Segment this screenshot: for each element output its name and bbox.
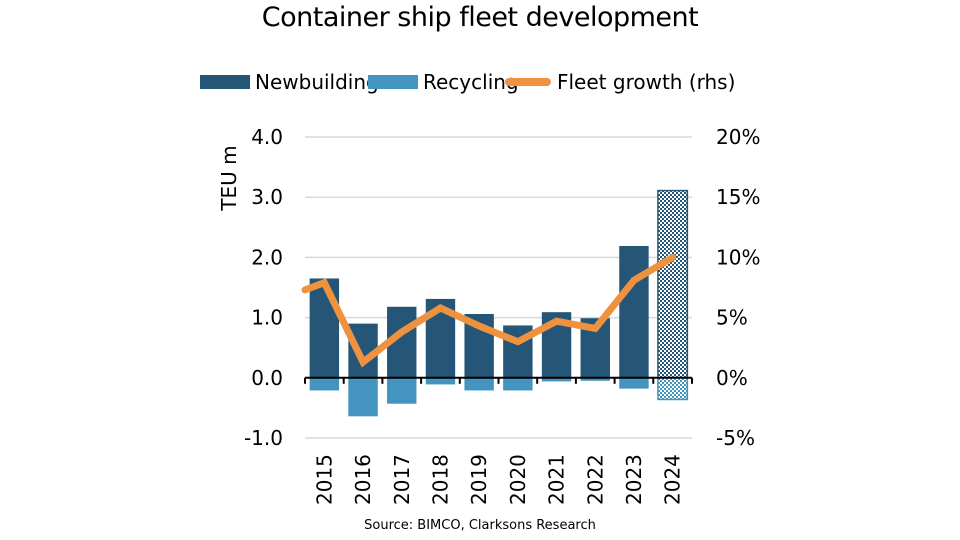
bar-recycling-2016 — [348, 377, 378, 417]
x-tick-label: 2018 — [428, 454, 452, 505]
x-tick-label: 2020 — [506, 454, 530, 505]
bar-recycling-2021 — [541, 377, 572, 382]
y2-tick-label: 0% — [716, 366, 748, 390]
bar-recycling-2020 — [503, 377, 533, 391]
legend-swatch-recycling — [368, 75, 418, 89]
legend-item-fleet-growth: Fleet growth (rhs) — [505, 69, 735, 95]
x-tick-label: 2022 — [583, 454, 607, 505]
x-tick-label: 2015 — [312, 454, 336, 505]
chart-source: Source: BIMCO, Clarksons Research — [364, 518, 596, 533]
legend-item-newbuilding: Newbuilding — [200, 69, 379, 95]
legend-label-newbuilding: Newbuilding — [255, 70, 379, 94]
bar-recycling-2018 — [425, 377, 456, 385]
legend-swatch-newbuilding — [200, 75, 250, 89]
x-tick-label: 2019 — [467, 454, 491, 505]
bar-recycling-2022 — [580, 377, 610, 381]
bar-newbuilding-2024 — [657, 189, 689, 379]
y-tick-label: 3.0 — [251, 185, 283, 209]
bar-recycling-2023 — [619, 377, 649, 389]
y-tick-label: 2.0 — [251, 245, 283, 269]
y-tick-label: 1.0 — [251, 306, 283, 330]
x-tick-label: 2023 — [622, 454, 646, 505]
bar-recycling-2015 — [309, 377, 340, 391]
y-tick-label: -1.0 — [244, 426, 283, 450]
bar-recycling-2019 — [464, 377, 494, 391]
y-tick-label: 4.0 — [251, 125, 283, 149]
x-tick-label: 2017 — [390, 454, 414, 505]
legend-item-recycling: Recycling — [368, 69, 519, 95]
bar-recycling-2017 — [387, 377, 417, 404]
legend-label-fleet-growth: Fleet growth (rhs) — [557, 70, 736, 94]
y2-tick-label: -5% — [716, 426, 755, 450]
bar-newbuilding-2015 — [309, 278, 340, 378]
x-tick-label: 2016 — [351, 454, 375, 505]
legend-label-recycling: Recycling — [423, 70, 519, 94]
x-tick-label: 2024 — [661, 454, 685, 505]
y2-tick-label: 5% — [716, 306, 748, 330]
y2-tick-label: 15% — [716, 185, 760, 209]
x-tick-label: 2021 — [545, 454, 569, 505]
y2-tick-label: 10% — [716, 245, 760, 269]
y-tick-label: 0.0 — [251, 366, 283, 390]
bar-newbuilding-2023 — [619, 245, 649, 378]
bar-recycling-2024 — [657, 377, 689, 401]
legend-swatch-fleet-growth — [505, 78, 551, 86]
chart-title: Container ship fleet development — [261, 2, 699, 33]
y-axis-title: TEU m — [217, 145, 241, 211]
y2-tick-label: 20% — [716, 125, 760, 149]
